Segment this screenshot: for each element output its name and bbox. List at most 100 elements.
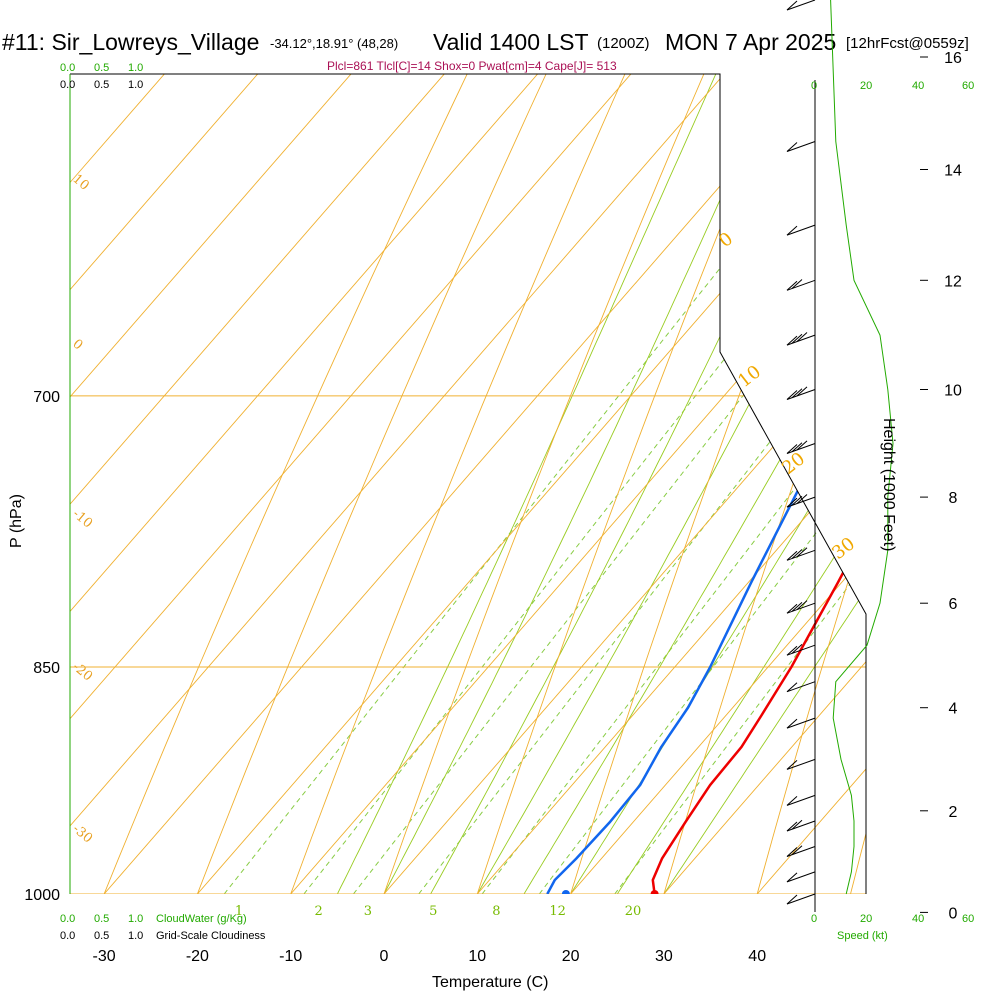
dry-adiabat	[76, 74, 866, 894]
wind-barb	[786, 893, 816, 905]
wind-barb	[786, 443, 816, 454]
dry-adiabat	[265, 74, 866, 894]
forecast-info: [12hrFcst@0559z]	[846, 35, 969, 52]
dry-adiabat-label: 20	[778, 448, 809, 479]
x-axis-title: Temperature (C)	[432, 974, 548, 991]
wind-barb	[786, 644, 816, 656]
spd-bot-3: 60	[962, 913, 974, 925]
cw-bot-2: 1.0	[128, 913, 143, 925]
utc-time: (1200Z)	[597, 35, 650, 52]
wind-barb-feather	[786, 280, 798, 291]
wind-barb-feather	[786, 444, 798, 454]
wind-barb-feather	[791, 442, 803, 453]
wind-barb-feather	[786, 872, 798, 883]
wind-barb-feather	[786, 796, 798, 806]
isotherm	[454, 74, 866, 894]
moist-adiabat	[663, 74, 866, 894]
speed-legend: Speed (kt)	[837, 930, 888, 942]
height-tick-label: 16	[944, 50, 962, 67]
dry-adiabat	[360, 74, 866, 894]
plot-frame	[70, 73, 867, 894]
isotherm	[81, 74, 866, 894]
cw-bot-0: 0.0	[60, 913, 75, 925]
height-tick-label: 4	[949, 701, 958, 718]
isotherm-label: -20	[69, 660, 95, 685]
forecast-date: MON 7 Apr 2025	[665, 29, 836, 55]
wind-barb-feather	[791, 819, 803, 830]
mixing-ratio-label: 1	[235, 904, 243, 919]
wind-barb	[786, 279, 816, 291]
surface-dewpoint-dot	[561, 890, 570, 894]
spd-bot-0: 0	[811, 913, 817, 925]
mixing-ratio-line	[353, 74, 866, 894]
dry-adiabat	[928, 0, 1000, 962]
spd-top-3: 60	[962, 80, 974, 92]
dry-adiabat-label: 0	[715, 228, 737, 252]
temperature-tick-label: -10	[279, 948, 302, 965]
wind-barb-feather	[796, 440, 808, 451]
wind-barb-feather	[796, 600, 808, 610]
wind-barb-feather	[791, 388, 803, 399]
wind-barb	[786, 496, 816, 508]
cl-bot-2: 1.0	[128, 930, 143, 942]
moist-adiabat	[336, 74, 866, 894]
stability-indices: Plcl=861 Tlcl[C]=14 Shox=0 Pwat[cm]=4 Ca…	[327, 59, 617, 73]
wind-barb-feather	[791, 333, 803, 344]
wind-barb	[786, 794, 816, 806]
cloudwater-scale-top: 0.0 0.5 1.0 0.0 0.5 1.0	[60, 62, 143, 91]
wind-speed-profile	[830, 0, 894, 895]
dry-adiabat	[549, 74, 866, 894]
wind-barb-feather	[786, 142, 798, 152]
mixing-ratio-label: 2	[315, 904, 323, 919]
station-title: #11: Sir_Lowreys_Village	[2, 29, 259, 55]
mixing-ratio-label: 3	[364, 904, 372, 919]
dry-adiabat	[454, 74, 866, 894]
spd-top-0: 0	[811, 80, 817, 92]
isotherm-label: 10	[69, 172, 91, 194]
height-tick-label: 6	[949, 596, 958, 613]
isotherm-label: 0	[69, 337, 85, 354]
moist-adiabat	[430, 74, 866, 894]
speed-scale-top: 0 20 40 60	[811, 80, 974, 92]
wind-barb	[786, 846, 816, 857]
cw-top-1: 0.5	[94, 62, 109, 74]
wind-barb-feather	[791, 495, 803, 506]
temperature-tick-label: -20	[186, 948, 209, 965]
mixing-ratio-label: 8	[492, 904, 500, 919]
wind-barb-feather	[786, 821, 798, 832]
wind-barb	[786, 389, 816, 400]
cl-bot-0: 0.0	[60, 930, 75, 942]
wind-barb	[786, 141, 816, 152]
cl-bot-1: 0.5	[94, 930, 109, 942]
moist-adiabat	[616, 74, 866, 894]
isotherm	[641, 74, 866, 894]
temperature-tick-label: 40	[748, 948, 766, 965]
cl-top-1: 0.5	[94, 79, 109, 91]
temperature-curve	[651, 74, 866, 894]
dewpoint-curve	[546, 74, 866, 894]
cw-top-0: 0.0	[60, 62, 75, 74]
temperature-tick-label: 30	[655, 948, 673, 965]
wind-barb-feather	[786, 390, 798, 400]
wind-barb-feather	[786, 603, 798, 614]
dry-adiabat	[643, 74, 866, 894]
wind-barb	[786, 224, 816, 236]
temperature-tick-label: 0	[380, 948, 389, 965]
wind-barb	[786, 549, 816, 561]
mixing-ratio-label: 5	[429, 904, 437, 919]
spd-top-1: 20	[860, 80, 872, 92]
mixing-ratio-line	[481, 74, 866, 894]
isotherm	[267, 74, 866, 894]
mixing-ratio-line	[538, 74, 866, 894]
spd-bot-1: 20	[860, 913, 872, 925]
wind-barb-feather	[786, 645, 798, 656]
y-axis-title: P (hPa)	[8, 494, 25, 548]
wind-barb-feather	[791, 845, 803, 856]
height-tick-label: 0	[949, 905, 958, 922]
pressure-tick-label: 700	[33, 389, 60, 406]
